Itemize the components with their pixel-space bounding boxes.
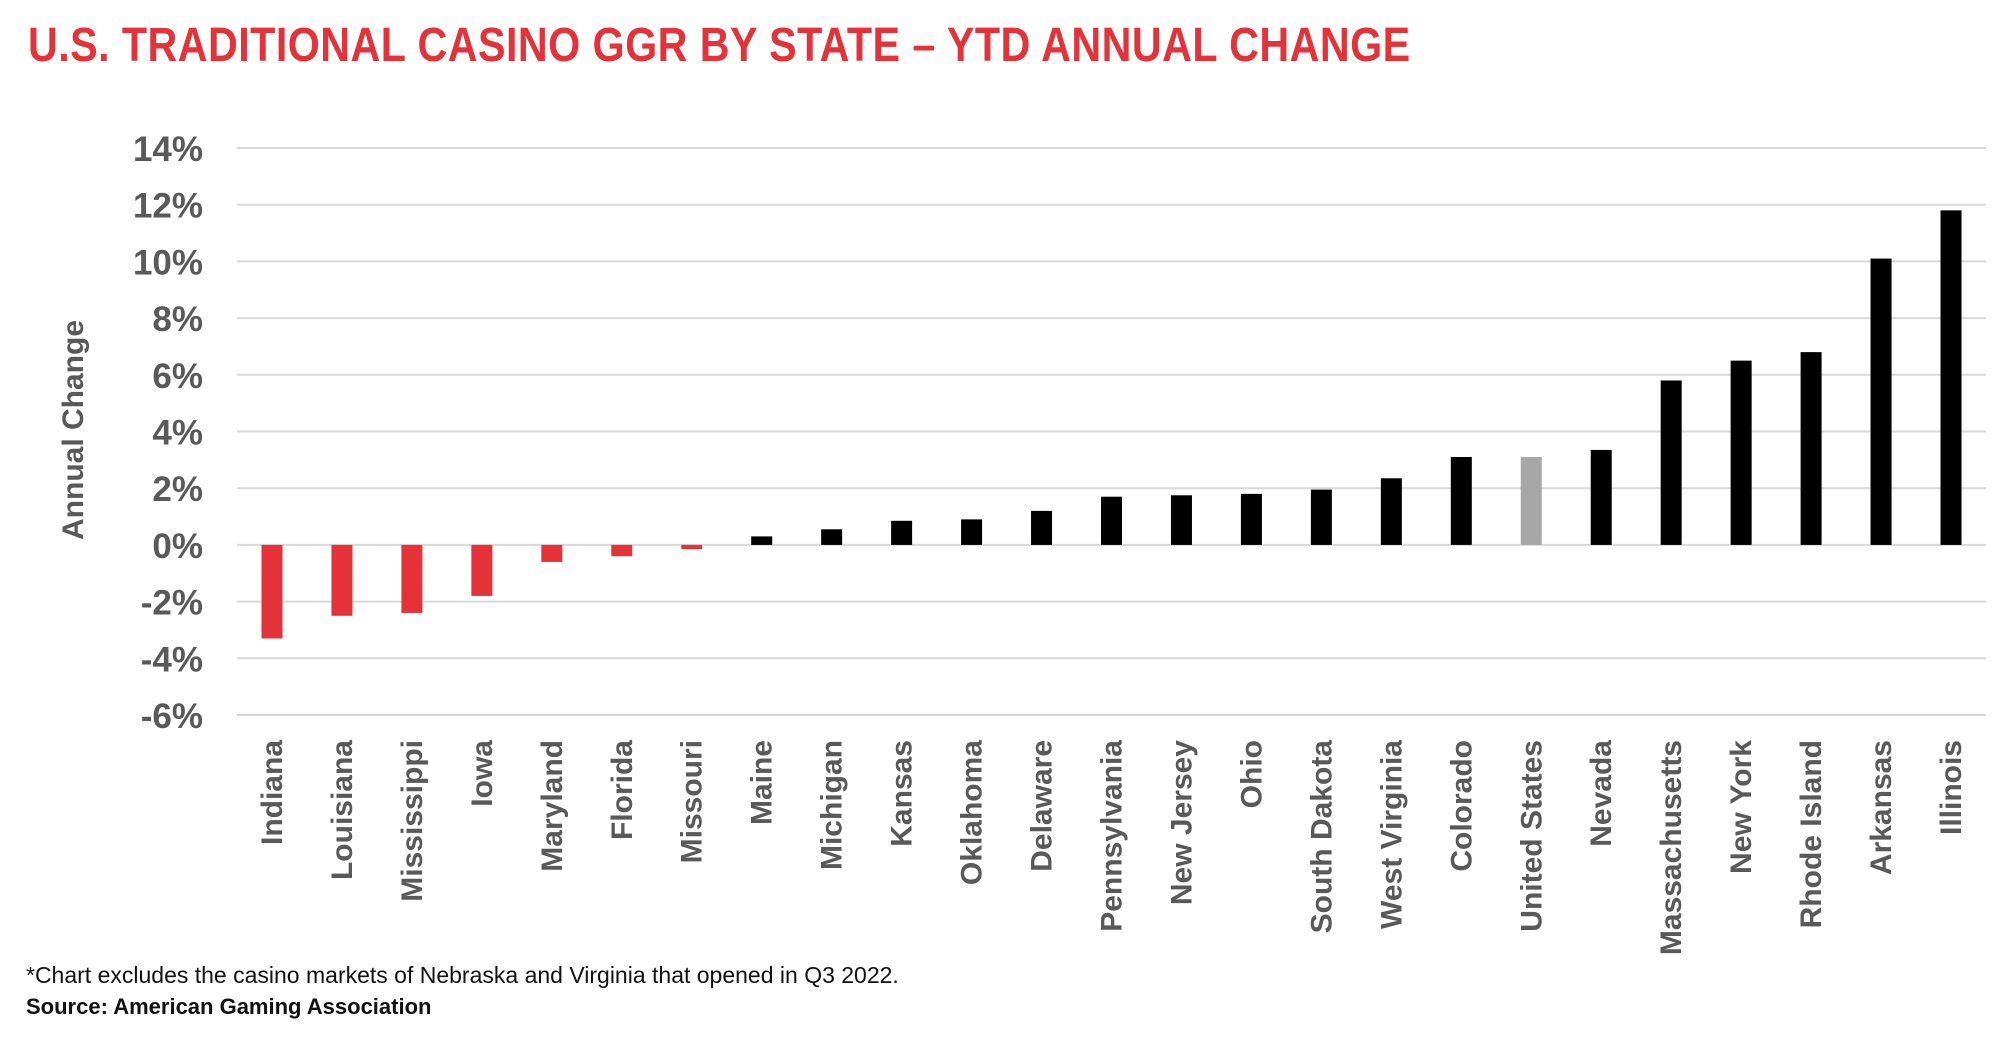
bars (261, 210, 1962, 639)
x-tick-label: Mississippi (396, 740, 429, 902)
chart-title: U.S. TRADITIONAL CASINO GGR BY STATE – Y… (28, 19, 1411, 72)
bar-maryland (541, 544, 563, 562)
x-tick-label: West Virginia (1375, 740, 1408, 929)
bar-louisiana (331, 544, 353, 616)
bar-delaware (1031, 510, 1053, 545)
source-note: Source: American Gaming Association (26, 994, 432, 1019)
x-tick-label: Arkansas (1865, 740, 1898, 875)
y-axis-ticks: 14% 12% 10% 8% 6% 4% 2% 0% -2% -4% -6% (133, 130, 203, 736)
bar-arkansas (1870, 258, 1892, 545)
y-tick-label: 2% (152, 470, 203, 509)
footnote: *Chart excludes the casino markets of Ne… (26, 962, 899, 988)
x-tick-label: Louisiana (326, 740, 359, 880)
x-tick-label: Maine (746, 740, 779, 825)
bar-michigan (821, 529, 843, 545)
gridlines (237, 147, 1986, 716)
x-tick-label: Ohio (1235, 740, 1268, 808)
bar-maine (751, 536, 773, 545)
bar-pennsylvania (1101, 496, 1122, 545)
bar-florida (611, 544, 633, 557)
bar-west-virginia (1380, 478, 1402, 545)
y-axis-label: Annual Change (57, 320, 90, 540)
x-tick-label: Maryland (536, 740, 569, 872)
y-tick-label: 10% (133, 243, 203, 282)
bar-colorado (1450, 457, 1472, 545)
x-tick-label: Rhode Island (1795, 740, 1828, 928)
bar-mississippi (401, 544, 423, 613)
x-tick-label: Florida (606, 740, 639, 840)
y-tick-label: 14% (133, 130, 203, 169)
y-tick-label: 0% (152, 527, 203, 566)
bar-ohio (1240, 493, 1262, 545)
y-tick-label: -6% (141, 697, 203, 736)
y-tick-label: -4% (141, 640, 203, 679)
x-tick-label: Colorado (1445, 740, 1478, 872)
y-tick-label: -2% (141, 584, 203, 623)
x-tick-label: Pennsylvania (1096, 740, 1129, 932)
x-tick-label: South Dakota (1305, 740, 1338, 934)
bar-massachusetts (1660, 380, 1682, 545)
bar-missouri (681, 544, 703, 550)
bar-new-jersey (1170, 495, 1192, 545)
bar-indiana (261, 544, 283, 639)
x-tick-label: Oklahoma (956, 740, 989, 885)
x-axis-ticks: Indiana Louisiana Mississippi Iowa Maryland F… (256, 740, 1968, 955)
x-tick-label: Nevada (1585, 740, 1618, 847)
x-tick-label: New Jersey (1165, 740, 1198, 905)
x-tick-label: United States (1515, 740, 1548, 932)
bar-kansas (891, 520, 913, 545)
bar-rhode-island (1800, 352, 1822, 545)
y-tick-label: 8% (152, 300, 203, 339)
y-tick-label: 12% (133, 187, 203, 226)
bar-south-dakota (1310, 489, 1332, 545)
y-tick-label: 4% (152, 414, 203, 453)
x-tick-label: Indiana (256, 740, 289, 845)
x-tick-label: Delaware (1026, 740, 1059, 872)
y-tick-label: 6% (152, 357, 203, 396)
bar-iowa (471, 544, 493, 596)
x-tick-label: Illinois (1935, 740, 1968, 835)
bar-nevada (1590, 449, 1612, 545)
x-tick-label: Kansas (886, 740, 919, 847)
x-tick-label: New York (1725, 740, 1758, 874)
bar-oklahoma (961, 519, 983, 545)
x-tick-label: Iowa (466, 740, 499, 807)
x-tick-label: Missouri (676, 740, 709, 863)
bar-new-york (1730, 360, 1752, 545)
bar-illinois (1940, 210, 1962, 545)
x-tick-label: Michigan (816, 740, 849, 870)
x-tick-label: Massachusetts (1655, 740, 1688, 955)
bar-united-states (1520, 457, 1542, 545)
